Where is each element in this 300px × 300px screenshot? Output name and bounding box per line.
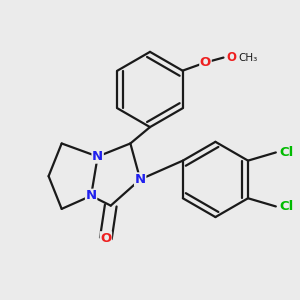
Text: N: N <box>92 150 103 163</box>
Text: N: N <box>135 173 146 186</box>
Text: O: O <box>100 232 112 245</box>
Text: N: N <box>85 189 97 202</box>
Text: CH₃: CH₃ <box>238 52 257 63</box>
Text: O: O <box>200 56 211 69</box>
Text: Cl: Cl <box>279 200 293 213</box>
Text: Cl: Cl <box>279 146 293 159</box>
Text: O: O <box>227 51 237 64</box>
